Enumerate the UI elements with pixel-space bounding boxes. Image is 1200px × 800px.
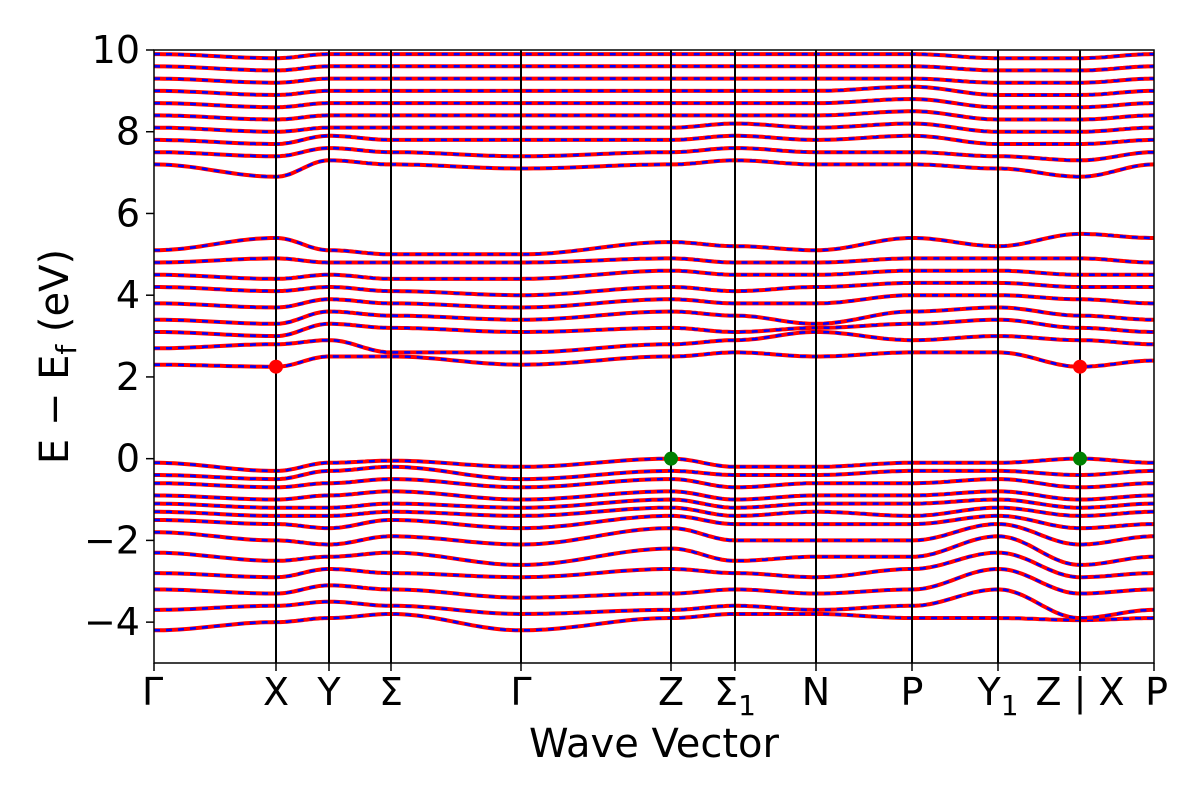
band-17-spin-up <box>154 293 1154 310</box>
band-14-spin-up <box>154 330 1154 355</box>
y-axis-label-subscript: f <box>50 344 83 355</box>
x-tick-label-11: P <box>1145 670 1168 714</box>
band-15-spin-up <box>154 317 1154 339</box>
band-23-spin-up <box>154 146 1154 163</box>
y-tick-label-3: 2 <box>116 355 140 399</box>
y-tick-label-4: 4 <box>116 273 140 317</box>
x-tick-label-8: P <box>901 670 924 714</box>
band-5-spin-down <box>154 522 1154 546</box>
band-1-spin-up <box>154 587 1154 620</box>
band-27-spin-up <box>154 96 1154 110</box>
x-tick-label-1: X <box>263 670 289 714</box>
band-21-spin-down <box>154 232 1154 256</box>
band-16-spin-up <box>154 305 1154 326</box>
band-29-spin-up <box>154 76 1154 85</box>
y-axis-label-unit: (eV) <box>32 249 78 345</box>
band-9-spin-up <box>154 489 1154 502</box>
x-tick-label-3: Σ <box>379 670 403 714</box>
markers-layer <box>269 359 1087 466</box>
band-10-spin-up <box>154 477 1154 490</box>
band-0-spin-up <box>154 612 1154 633</box>
band-28-spin-up <box>154 84 1154 98</box>
band-25-spin-up <box>154 121 1154 134</box>
y-tick-label-2: 0 <box>116 437 140 481</box>
x-tick-label-6: Σ1 <box>714 670 756 722</box>
band-7-spin-up <box>154 505 1154 518</box>
cbm-marker-1 <box>1073 359 1087 374</box>
band-12-spin-up <box>154 456 1154 473</box>
band-6-spin-up <box>154 513 1154 531</box>
band-18-spin-up <box>154 280 1154 298</box>
band-8-spin-up <box>154 497 1154 510</box>
band-22-spin-down <box>154 159 1154 178</box>
band-30-spin-up <box>154 64 1154 73</box>
band-26-spin-up <box>154 109 1154 122</box>
y-tick-label-1: −2 <box>84 518 140 562</box>
band-20-spin-up <box>154 256 1154 265</box>
vbm-marker-1 <box>1073 451 1087 466</box>
x-tick-label-4: Γ <box>510 670 531 714</box>
band-24-spin-up <box>154 133 1154 146</box>
y-axis-label: E − Ef (eV) <box>32 249 83 464</box>
x-tick-label-0: Γ <box>142 670 163 714</box>
plot-frame <box>153 49 1155 664</box>
y-tick-label-5: 6 <box>116 191 140 235</box>
y-tick-label-7: 10 <box>92 28 140 72</box>
band-2-spin-up <box>154 566 1154 600</box>
band-19-spin-up <box>154 268 1154 281</box>
x-axis-label: Wave Vector <box>529 721 780 767</box>
x-tick-label-2: Y <box>316 670 341 714</box>
x-tick-label-5: Z <box>658 670 684 714</box>
y-tick-label-6: 8 <box>116 110 140 154</box>
bands-layer <box>154 52 1154 633</box>
band-31-spin-up <box>154 52 1154 61</box>
band-11-spin-up <box>154 464 1154 482</box>
x-tick-label-7: N <box>802 670 830 714</box>
x-axis-ticks: Γ X Y Σ Γ Z Σ1 N P Y1 Z | X P <box>142 663 1168 722</box>
cbm-marker-0 <box>269 359 283 374</box>
y-axis-ticks: −4 −2 0 2 4 6 8 10 <box>84 28 154 644</box>
x-tick-label-10: Z | X <box>1035 670 1124 715</box>
band-3-spin-up <box>154 550 1154 580</box>
band-4-spin-down <box>154 535 1154 567</box>
y-axis-label-main: E − E <box>32 355 78 465</box>
vbm-marker-0 <box>664 451 678 466</box>
y-tick-label-0: −4 <box>84 600 140 644</box>
x-tick-label-9: Y1 <box>976 670 1018 722</box>
band-13-spin-up <box>154 350 1154 369</box>
kpoint-lines <box>275 50 1081 663</box>
band-21-spin-up <box>154 231 1154 257</box>
